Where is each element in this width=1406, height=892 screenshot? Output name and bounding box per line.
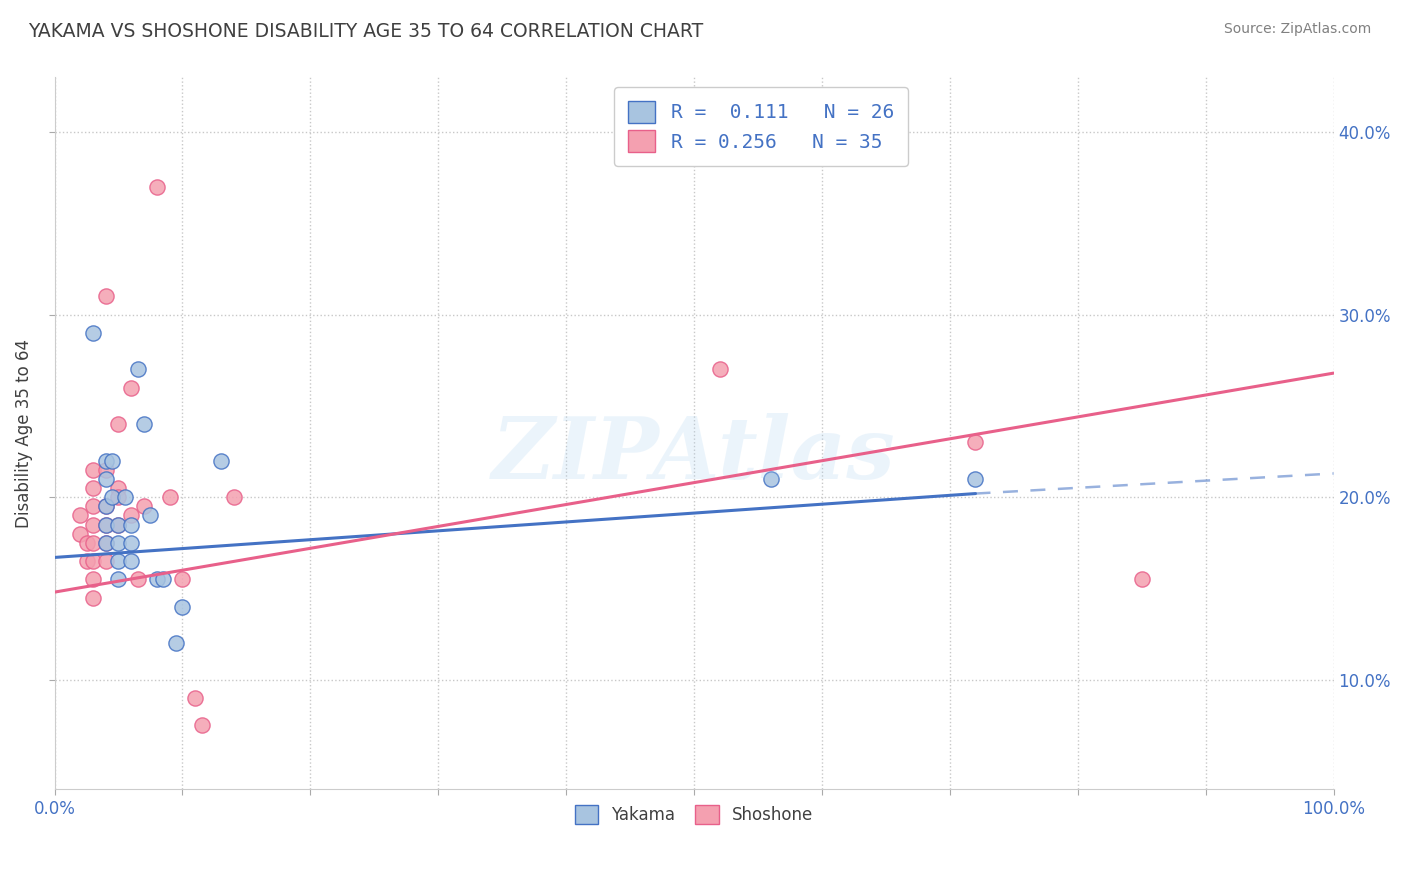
Point xyxy=(222,490,245,504)
Point xyxy=(120,381,142,395)
Point xyxy=(152,572,174,586)
Point xyxy=(94,554,117,568)
Y-axis label: Disability Age 35 to 64: Disability Age 35 to 64 xyxy=(15,339,32,528)
Point xyxy=(76,536,98,550)
Point xyxy=(101,453,124,467)
Point xyxy=(82,536,104,550)
Point xyxy=(94,289,117,303)
Point xyxy=(127,572,149,586)
Point xyxy=(184,690,207,705)
Point xyxy=(107,481,129,495)
Point xyxy=(209,453,232,467)
Point xyxy=(69,526,91,541)
Point xyxy=(94,500,117,514)
Point xyxy=(146,180,169,194)
Point xyxy=(82,326,104,340)
Point xyxy=(759,472,782,486)
Point xyxy=(94,500,117,514)
Point xyxy=(94,463,117,477)
Point xyxy=(107,572,129,586)
Point xyxy=(1130,572,1153,586)
Point xyxy=(107,517,129,532)
Point xyxy=(139,508,162,523)
Point xyxy=(94,536,117,550)
Point xyxy=(82,554,104,568)
Point xyxy=(107,417,129,432)
Point xyxy=(69,508,91,523)
Point xyxy=(76,554,98,568)
Point xyxy=(165,636,187,650)
Point xyxy=(82,572,104,586)
Point xyxy=(146,572,169,586)
Point xyxy=(94,517,117,532)
Point xyxy=(82,481,104,495)
Point xyxy=(82,500,104,514)
Point xyxy=(120,536,142,550)
Point xyxy=(132,417,155,432)
Point xyxy=(172,599,194,614)
Point xyxy=(127,362,149,376)
Text: ZIPAtlas: ZIPAtlas xyxy=(492,413,896,497)
Point xyxy=(101,490,124,504)
Point xyxy=(94,517,117,532)
Text: YAKAMA VS SHOSHONE DISABILITY AGE 35 TO 64 CORRELATION CHART: YAKAMA VS SHOSHONE DISABILITY AGE 35 TO … xyxy=(28,22,703,41)
Point xyxy=(94,536,117,550)
Point xyxy=(82,591,104,605)
Point xyxy=(107,554,129,568)
Point xyxy=(172,572,194,586)
Point xyxy=(120,508,142,523)
Legend: Yakama, Shoshone: Yakama, Shoshone xyxy=(565,795,824,834)
Point xyxy=(107,490,129,504)
Point xyxy=(114,490,136,504)
Point xyxy=(190,718,212,732)
Point xyxy=(120,517,142,532)
Point xyxy=(94,453,117,467)
Point xyxy=(132,500,155,514)
Point xyxy=(709,362,731,376)
Point xyxy=(159,490,181,504)
Point xyxy=(82,517,104,532)
Text: Source: ZipAtlas.com: Source: ZipAtlas.com xyxy=(1223,22,1371,37)
Point xyxy=(82,463,104,477)
Point xyxy=(107,536,129,550)
Point xyxy=(965,435,987,450)
Point xyxy=(94,472,117,486)
Point xyxy=(120,554,142,568)
Point xyxy=(107,517,129,532)
Point xyxy=(965,472,987,486)
